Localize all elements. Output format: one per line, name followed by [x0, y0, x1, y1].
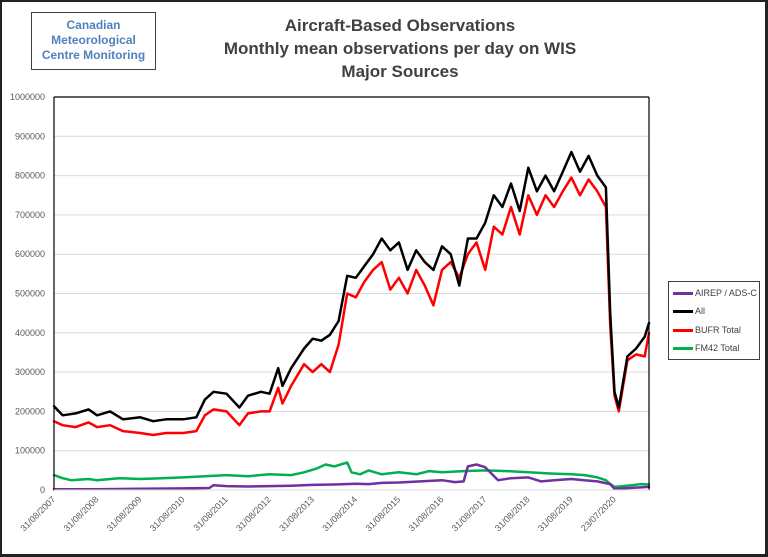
- x-tick-label: 31/08/2012: [234, 494, 273, 533]
- y-tick-label: 300000: [15, 367, 45, 377]
- series-lines: [52, 150, 651, 491]
- x-tick-label: 31/08/2013: [277, 494, 316, 533]
- legend: AIREP / ADS-C All BUFR Total FM42 Total: [668, 281, 760, 360]
- cmc-logo-box: Canadian Meteorological Centre Monitorin…: [31, 12, 156, 70]
- logo-line-2: Meteorological: [51, 33, 136, 47]
- x-tick-label: 31/08/2015: [363, 494, 402, 533]
- legend-label-fm42: FM42 Total: [695, 343, 740, 353]
- legend-item-airep: AIREP / ADS-C: [673, 286, 757, 300]
- x-tick-label: 31/08/2011: [191, 494, 229, 532]
- y-tick-label: 400000: [15, 328, 45, 338]
- x-tick-label: 31/08/2010: [148, 494, 187, 533]
- axes: [53, 96, 650, 491]
- x-tick-label: 31/08/2009: [105, 494, 144, 533]
- y-tick-label: 500000: [15, 289, 45, 299]
- legend-swatch-fm42: [673, 346, 693, 350]
- legend-label-all: All: [695, 306, 706, 316]
- x-tick-label: 23/07/2020: [579, 494, 618, 533]
- logo-line-1: Canadian: [66, 18, 121, 32]
- gridlines: [54, 96, 649, 452]
- x-tick-label: 31/08/2017: [450, 494, 489, 533]
- legend-swatch-bufr: [673, 328, 693, 332]
- chart-title-line-2: Monthly mean observations per day on WIS: [223, 39, 577, 58]
- x-tick-label: 31/08/2007: [18, 494, 57, 533]
- chart-title-line-3: Major Sources: [341, 62, 459, 81]
- x-tick-label: 31/08/2014: [320, 494, 359, 533]
- legend-label-airep: AIREP / ADS-C: [695, 288, 757, 298]
- series-line-airep: [52, 463, 651, 491]
- chart-title: Aircraft-Based Observations Monthly mean…: [200, 14, 600, 83]
- legend-swatch-all: [673, 309, 693, 313]
- x-axis-tick-labels: 31/08/2007 31/08/2008 31/08/2009 31/08/2010…: [18, 494, 617, 533]
- y-tick-label: 900000: [15, 131, 45, 141]
- x-tick-label: 31/08/2018: [493, 494, 532, 533]
- y-tick-label: 1000000: [10, 92, 45, 102]
- legend-swatch-airep: [673, 291, 693, 295]
- legend-item-bufr: BUFR Total: [673, 323, 741, 337]
- series-line-all: [52, 150, 651, 423]
- logo-line-3: Centre Monitoring: [41, 48, 146, 62]
- x-tick-label: 31/08/2016: [407, 494, 446, 533]
- y-tick-label: 700000: [15, 210, 45, 220]
- y-tick-label: 0: [40, 485, 45, 495]
- chart-title-line-1: Aircraft-Based Observations: [284, 16, 516, 35]
- legend-label-bufr: BUFR Total: [695, 325, 741, 335]
- series-line-fm42: [52, 461, 651, 489]
- legend-item-fm42: FM42 Total: [673, 341, 739, 355]
- y-tick-label: 100000: [15, 446, 45, 456]
- y-axis-tick-labels: 0 100000 200000 300000 400000 500000 600000 700…: [10, 92, 45, 495]
- y-tick-label: 200000: [15, 406, 45, 416]
- legend-item-all: All: [673, 304, 705, 318]
- x-tick-label: 31/08/2008: [62, 494, 101, 533]
- x-tick-label: 31/08/2019: [536, 494, 575, 533]
- y-tick-label: 800000: [15, 171, 45, 181]
- y-tick-label: 600000: [15, 249, 45, 259]
- series-line-bufr: [52, 176, 651, 437]
